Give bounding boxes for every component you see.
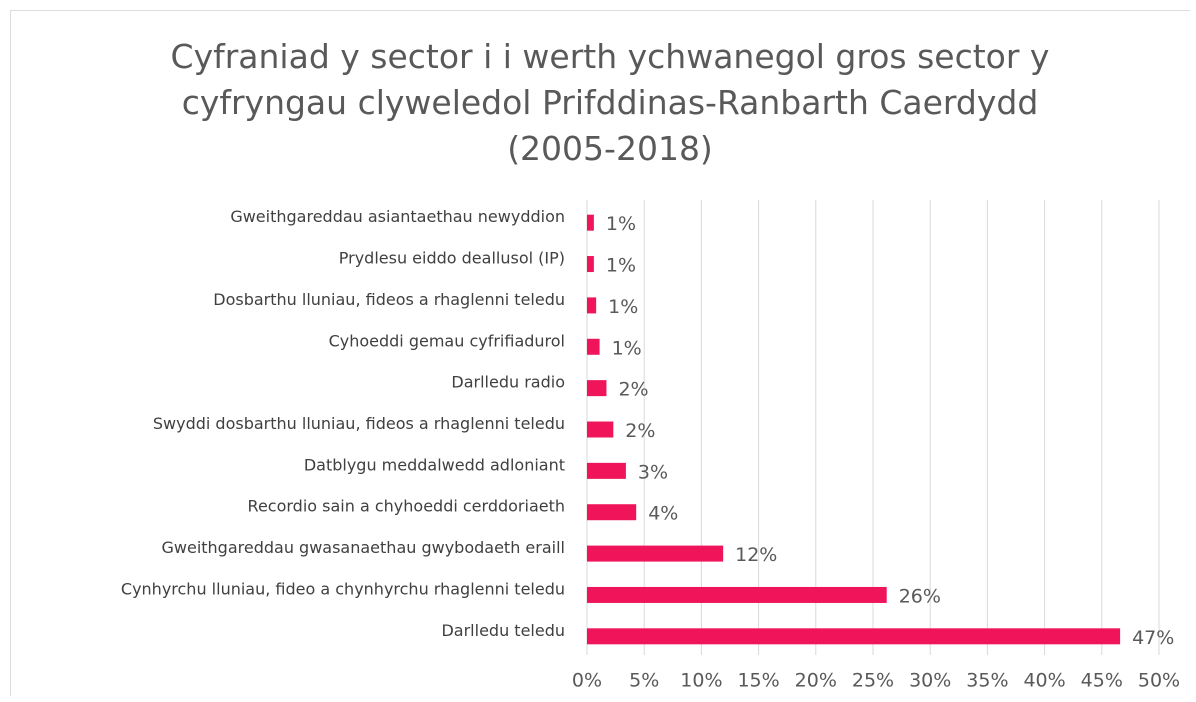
y-tick-label: Datblygu meddalwedd adloniant bbox=[304, 455, 565, 474]
chart-frame bbox=[10, 10, 1190, 696]
bar bbox=[587, 421, 614, 438]
value-label: 1% bbox=[606, 255, 636, 277]
bar bbox=[587, 462, 626, 479]
bar bbox=[587, 504, 637, 521]
y-tick-label: Prydlesu eiddo deallusol (IP) bbox=[339, 249, 565, 268]
value-label: 3% bbox=[638, 461, 668, 483]
y-tick-label: Gweithgareddau gwasanaethau gwybodaeth e… bbox=[161, 538, 565, 557]
value-label: 26% bbox=[899, 585, 941, 607]
y-tick-label: Recordio sain a chyhoeddi cerddoriaeth bbox=[248, 497, 565, 516]
value-label: 4% bbox=[648, 503, 678, 525]
bar bbox=[587, 256, 594, 273]
x-tick-label: 25% bbox=[852, 670, 894, 692]
value-label: 2% bbox=[618, 379, 648, 401]
x-tick-label: 45% bbox=[1081, 670, 1123, 692]
x-tick-label: 0% bbox=[572, 670, 602, 692]
y-tick-label: Cynhyrchu lluniau, fideo a chynhyrchu rh… bbox=[121, 579, 565, 598]
value-label: 1% bbox=[606, 213, 636, 235]
bar bbox=[587, 545, 724, 562]
x-tick-label: 35% bbox=[966, 670, 1008, 692]
y-tick-label: Cyhoeddi gemau cyfrifiadurol bbox=[329, 331, 565, 350]
x-tick-label: 5% bbox=[629, 670, 659, 692]
y-tick-label: Darlledu radio bbox=[451, 373, 565, 392]
y-tick-label: Dosbarthu lluniau, fideos a rhaglenni te… bbox=[213, 290, 565, 309]
value-label: 12% bbox=[735, 544, 777, 566]
x-tick-label: 50% bbox=[1138, 670, 1180, 692]
value-label: 1% bbox=[608, 296, 638, 318]
chart-title: Cyfraniad y sector i i werth ychwanegol … bbox=[170, 37, 1050, 168]
y-tick-label: Darlledu teledu bbox=[441, 621, 565, 640]
x-tick-label: 30% bbox=[909, 670, 951, 692]
value-label: 2% bbox=[625, 420, 655, 442]
value-label: 1% bbox=[612, 337, 642, 359]
x-tick-label: 10% bbox=[680, 670, 722, 692]
bar bbox=[587, 586, 887, 603]
x-tick-label: 40% bbox=[1023, 670, 1065, 692]
x-tick-label: 20% bbox=[795, 670, 837, 692]
y-tick-label: Gweithgareddau asiantaethau newyddion bbox=[230, 207, 565, 226]
bar bbox=[587, 628, 1121, 645]
x-tick-label: 15% bbox=[737, 670, 779, 692]
bar bbox=[587, 214, 594, 231]
bar bbox=[587, 297, 597, 314]
bar bbox=[587, 338, 600, 355]
value-label: 47% bbox=[1132, 627, 1174, 649]
y-tick-label: Swyddi dosbarthu lluniau, fideos a rhagl… bbox=[153, 414, 565, 433]
bar bbox=[587, 380, 607, 397]
